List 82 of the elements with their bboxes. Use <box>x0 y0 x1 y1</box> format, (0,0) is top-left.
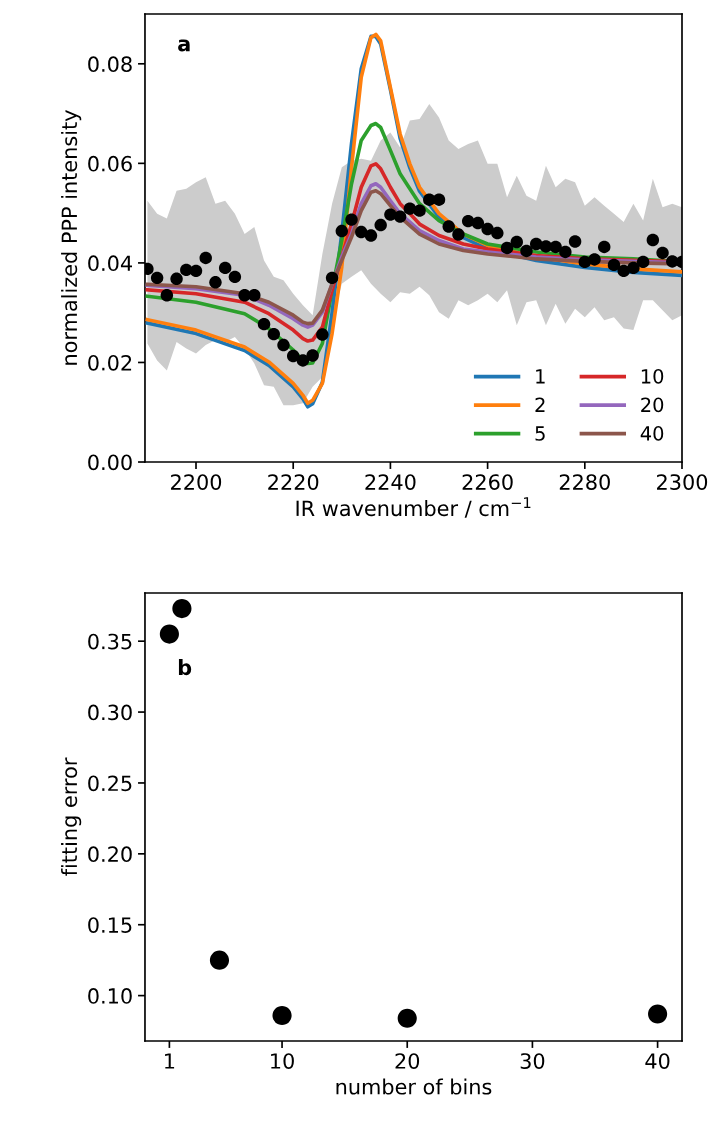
point <box>257 317 271 331</box>
point <box>636 255 650 269</box>
point <box>277 338 290 352</box>
x-axis-title: IR wavenumber / cm$^{−1}$ <box>296 497 531 518</box>
point <box>491 226 504 240</box>
point <box>607 258 621 272</box>
x-tick-label: 2220 <box>268 474 319 490</box>
point <box>481 222 494 236</box>
y-tick-label: 0.08 <box>88 56 132 73</box>
point <box>189 264 203 278</box>
point <box>432 193 446 206</box>
point <box>272 1005 292 1026</box>
point <box>646 233 660 247</box>
annotation: b <box>178 659 192 676</box>
point <box>588 253 601 266</box>
point <box>559 245 572 259</box>
y-axis-title: fitting error <box>61 757 82 876</box>
y-tick-label: 0.00 <box>88 454 132 471</box>
point <box>598 240 611 254</box>
point <box>170 272 183 286</box>
x-tick-label: 40 <box>645 1053 670 1069</box>
legend-label: 5 <box>535 426 545 441</box>
point <box>520 244 533 258</box>
point <box>656 246 669 260</box>
x-tick-label: 30 <box>520 1053 545 1069</box>
point <box>159 624 179 644</box>
y-tick-label: 0.25 <box>88 775 132 792</box>
point <box>160 289 174 302</box>
point <box>296 354 310 367</box>
x-tick-label: 2260 <box>462 474 513 490</box>
point <box>199 251 212 265</box>
y-tick-label: 0.04 <box>88 255 132 272</box>
point <box>397 1008 417 1028</box>
x-tick-label: 10 <box>271 1053 294 1069</box>
point <box>316 328 329 341</box>
y-tick-label: 0.06 <box>88 155 132 172</box>
point <box>172 599 192 619</box>
annotation: a <box>178 39 190 52</box>
point <box>413 204 426 217</box>
point <box>364 229 378 242</box>
legend-label: 1 <box>536 369 545 384</box>
x-tick-label: 2200 <box>171 474 222 490</box>
legend-label: 40 <box>640 426 664 441</box>
x-tick-label: 20 <box>395 1053 420 1069</box>
point <box>442 220 455 233</box>
legend-label: 20 <box>641 397 664 413</box>
point <box>510 235 523 249</box>
x-tick-label: 2280 <box>559 474 610 490</box>
point <box>325 271 339 285</box>
x-axis-title: number of bins <box>336 1078 492 1095</box>
point <box>471 216 485 230</box>
point <box>306 349 319 362</box>
point <box>393 210 407 223</box>
legend-label: 2 <box>535 397 545 412</box>
y-tick-label: 0.10 <box>88 988 132 1004</box>
point <box>568 235 582 248</box>
point <box>286 349 300 363</box>
point <box>452 228 465 241</box>
y-tick-label: 0.15 <box>88 917 132 933</box>
point <box>500 241 514 255</box>
point <box>335 224 349 238</box>
y-axis-title: normalized PPP intensity <box>61 110 82 365</box>
y-tick-label: 0.20 <box>88 846 132 863</box>
x-tick-label: 2300 <box>657 474 708 490</box>
legend-label: 10 <box>641 368 664 384</box>
point <box>374 218 387 232</box>
point <box>248 289 261 302</box>
point <box>209 950 230 970</box>
point <box>627 261 640 275</box>
point <box>648 1004 668 1024</box>
x-tick-label: 1 <box>165 1053 175 1069</box>
point <box>345 213 358 226</box>
y-tick-label: 0.02 <box>88 354 132 371</box>
point <box>228 270 242 284</box>
y-tick-label: 0.30 <box>88 704 132 721</box>
point <box>549 240 562 254</box>
point <box>209 276 222 289</box>
y-tick-label: 0.35 <box>88 633 132 650</box>
point <box>150 271 164 285</box>
point <box>267 327 280 341</box>
x-tick-label: 2240 <box>365 474 416 490</box>
point <box>218 261 232 275</box>
